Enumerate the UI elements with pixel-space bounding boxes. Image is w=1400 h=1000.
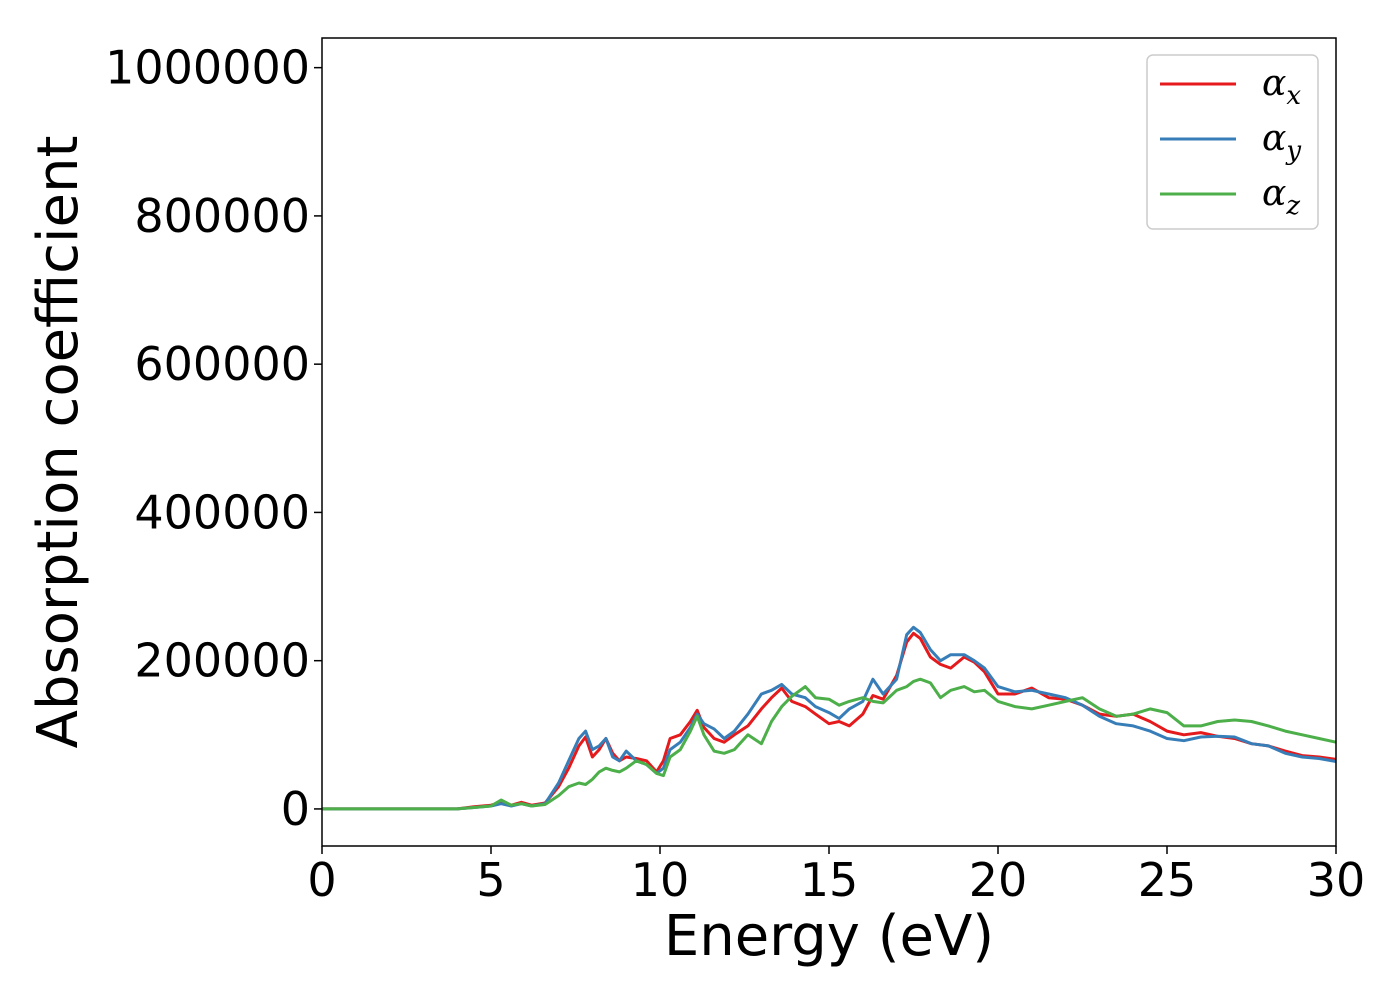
y-tick-label: 200000 (134, 634, 310, 688)
x-axis-label: Energy (eV) (664, 904, 994, 969)
x-tick-label: 15 (800, 853, 859, 907)
y-tick-label: 400000 (134, 485, 310, 539)
x-tick-label: 20 (969, 853, 1028, 907)
series-line-z (322, 677, 1337, 811)
y-axis-label: Absorption coefficient (26, 136, 91, 749)
x-axis: 0 5 10 15 20 25 30 (307, 846, 1365, 907)
x-tick-label: 10 (631, 853, 690, 907)
x-tick-label: 30 (1307, 853, 1366, 907)
y-tick-label: 800000 (134, 189, 310, 243)
y-tick-label: 1000000 (105, 41, 310, 95)
x-tick-label: 25 (1138, 853, 1197, 907)
y-tick-label: 0 (281, 782, 310, 836)
series-lines (322, 625, 1337, 811)
x-tick-label: 5 (476, 853, 505, 907)
y-axis: 0 200000 400000 600000 800000 1000000 (105, 41, 322, 836)
x-tick-label: 0 (307, 853, 336, 907)
series-line-y (322, 625, 1337, 811)
legend-box (1146, 54, 1319, 230)
y-tick-label: 600000 (134, 337, 310, 391)
